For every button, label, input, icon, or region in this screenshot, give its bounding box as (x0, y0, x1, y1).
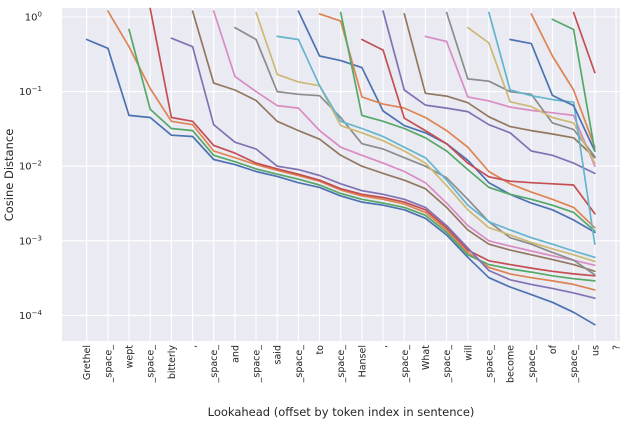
x-tick-label: become (506, 345, 517, 383)
x-tick-label: _space_ (336, 345, 347, 384)
x-tick-label: , (379, 345, 390, 348)
series-line-token-14-comma (382, 10, 596, 175)
series-line-token-8-space (255, 11, 596, 263)
x-tick-label: , (188, 345, 199, 348)
series-line-token-4-bitterly (170, 37, 596, 300)
x-tick-label: us (590, 345, 601, 356)
x-tick-label: _space_ (400, 345, 411, 384)
series-line-token-12-space (339, 11, 596, 232)
x-tick-label: _space_ (146, 345, 157, 384)
x-axis-label: Lookahead (offset by token index in sent… (207, 405, 475, 419)
series-line-token-1-space (107, 10, 596, 291)
y-tick-label: 10−3 (19, 234, 42, 247)
series-line-token-6-space (212, 10, 596, 267)
series-line-token-3-space (149, 7, 596, 277)
x-tick-label: Grethel (82, 345, 93, 380)
series-line-token-5-comma (191, 10, 596, 273)
x-tick-label: bitterly (167, 345, 178, 380)
series-line-token-11-to (318, 13, 596, 229)
y-tick-label: 100 (25, 11, 42, 24)
x-tick-label: _space_ (442, 345, 453, 384)
series-line-token-19-space (488, 11, 596, 246)
y-tick-label: 10−2 (19, 160, 42, 173)
x-tick-label: _space_ (484, 345, 495, 384)
x-tick-label: _space_ (294, 345, 305, 384)
series-line-token-9-said (276, 35, 596, 259)
series-line-token-22-of (551, 18, 596, 152)
x-tick-label: _space_ (252, 345, 263, 384)
y-tick-label: 10−4 (19, 309, 43, 322)
series-line-token-16-What (424, 35, 596, 168)
series-line-token-20-become (509, 38, 596, 152)
series-line-token-2-wept (128, 28, 596, 282)
x-tick-label: and (230, 345, 241, 363)
series-line-token-7-and (234, 26, 596, 276)
series-line-token-21-space (530, 13, 596, 149)
x-tick-label: said (273, 345, 284, 364)
x-tick-label: _space_ (569, 345, 580, 384)
x-tick-label: to (315, 345, 326, 355)
x-tick-label: _space_ (209, 345, 220, 384)
y-axis-label: Cosine Distance (2, 128, 16, 222)
x-tick-label: will (463, 345, 474, 361)
series-line-token-0-Grethel (85, 38, 596, 326)
x-tick-label: of (548, 344, 559, 354)
series-line-token-23-space (572, 11, 596, 74)
x-tick-label: _space_ (103, 345, 114, 384)
x-tick-label: _space_ (527, 345, 538, 384)
x-tick-label: wept (125, 345, 136, 369)
series-line-token-18-will (466, 26, 596, 164)
series-line-token-13-Hansel (361, 38, 596, 215)
series-line-token-15-space (403, 13, 596, 159)
y-tick-label: 10−1 (19, 85, 42, 98)
x-tick-label: Hansel (357, 345, 368, 377)
x-tick-label: What (421, 345, 432, 370)
x-tick-label: ? (611, 345, 622, 350)
